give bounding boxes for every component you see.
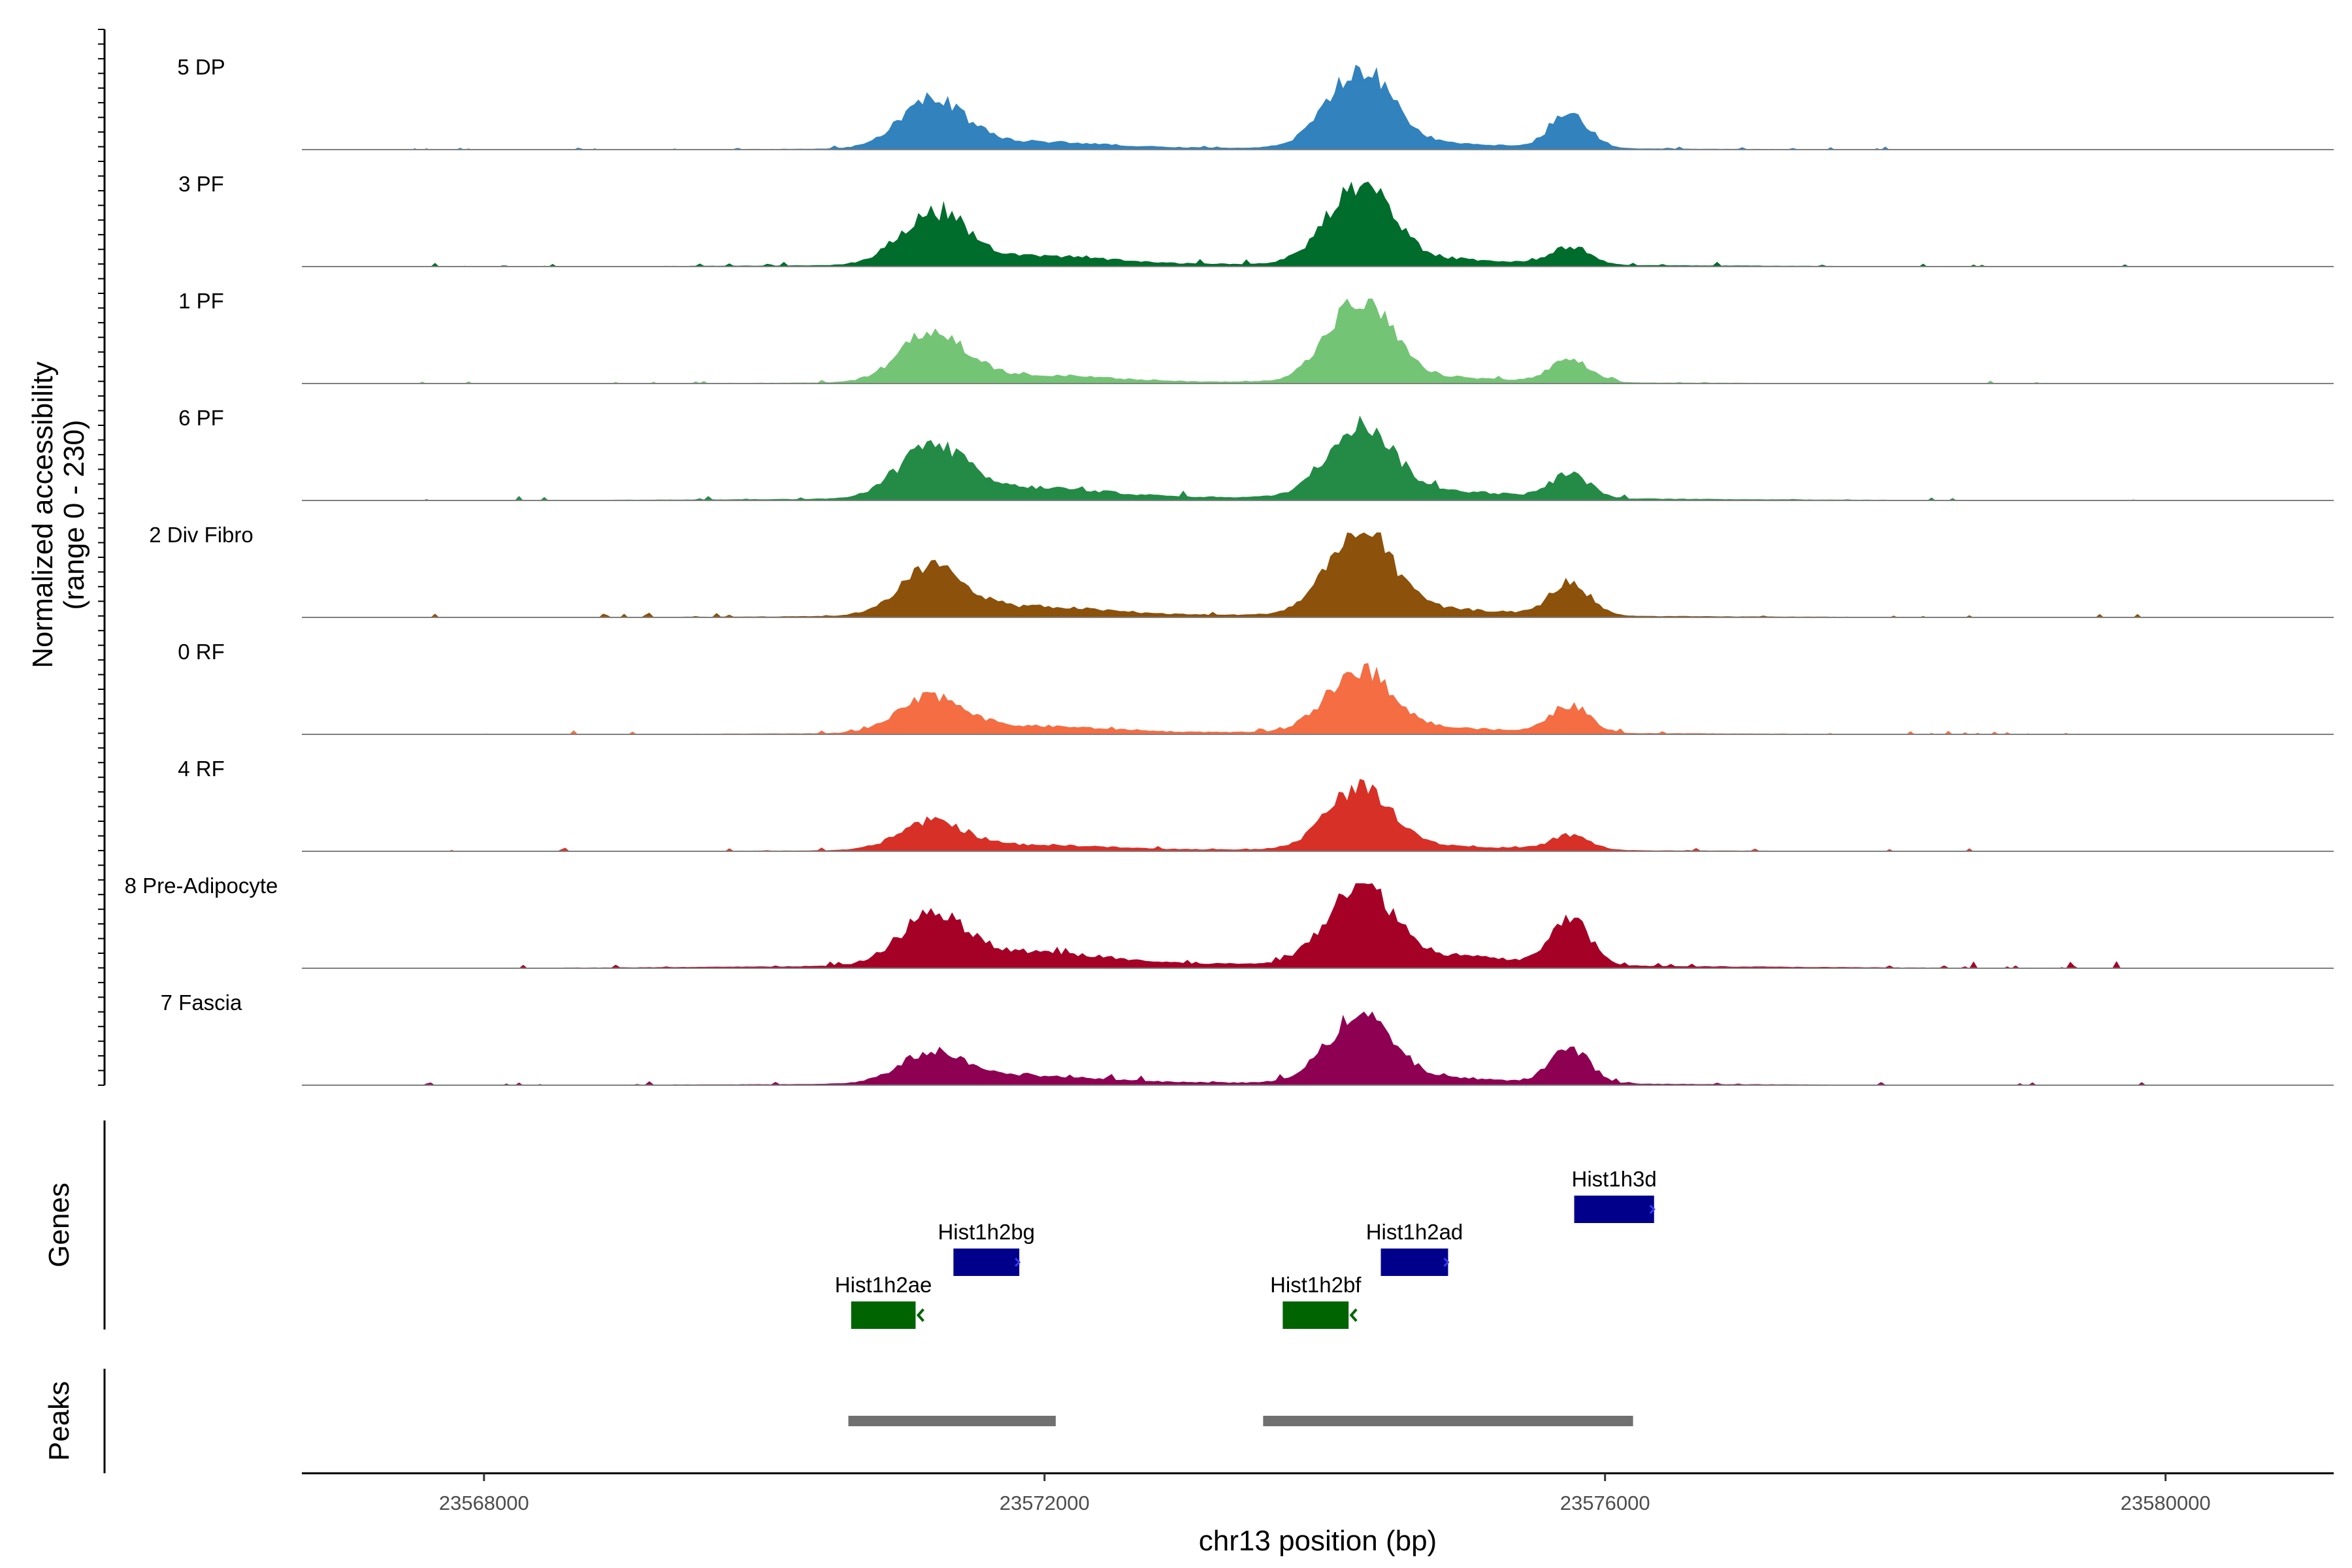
genes-track-title: Genes: [43, 1183, 75, 1267]
coverage-track: 8 Pre-Adipocyte: [125, 874, 2334, 969]
peaks-track-title: Peaks: [43, 1381, 75, 1461]
gene-label: Hist1h2ae: [835, 1273, 932, 1297]
coverage-track: 7 Fascia: [161, 990, 2334, 1086]
coverage-area: [414, 65, 2163, 150]
track-label: 1 PF: [178, 289, 224, 313]
track-label: 7 Fascia: [161, 990, 242, 1015]
gene-annotation-track: Genes Hist1h2ae Hist1h2bg Hist1h2bf Hist1h2a…: [43, 1120, 1657, 1330]
gene-label: Hist1h2ad: [1366, 1220, 1463, 1244]
x-tick-label: 23572000: [1000, 1492, 1090, 1514]
coverage-area: [414, 299, 2163, 384]
coverage-track: 1 PF: [178, 289, 2334, 384]
x-tick-label: 23576000: [1560, 1492, 1650, 1514]
gene-label: Hist1h3d: [1572, 1167, 1657, 1191]
gene-body: [1380, 1249, 1448, 1276]
gene-feature: Hist1h2ae: [835, 1273, 932, 1329]
accessibility-y-axis: Normalized accessibility (range 0 - 230): [27, 29, 106, 1086]
track-label: 8 Pre-Adipocyte: [125, 874, 278, 898]
coverage-area: [414, 532, 2163, 617]
track-label: 4 RF: [178, 757, 225, 781]
strand-arrow: [916, 1308, 924, 1322]
coverage-track: 4 RF: [178, 757, 2334, 852]
peak-region: [1263, 1416, 1633, 1426]
peak-track: Peaks: [43, 1369, 1633, 1473]
gene-label: Hist1h2bf: [1270, 1273, 1362, 1297]
strand-arrow: [1443, 1257, 1450, 1267]
coverage-track: 5 DP: [177, 55, 2334, 150]
coverage-area: [414, 182, 2163, 267]
gene-body: [953, 1249, 1020, 1276]
gene-feature: Hist1h3d: [1572, 1167, 1657, 1223]
gene-body: [1282, 1301, 1349, 1329]
coverage-tracks: 5 DP 3 PF 1 PF 6 PF 2 Div Fibro 0 RF 4 RF 8 Pre…: [125, 55, 2334, 1086]
peak-region: [848, 1416, 1056, 1426]
gene-body: [1574, 1196, 1654, 1223]
strand-arrow: [1015, 1257, 1021, 1267]
coverage-track: 0 RF: [178, 640, 2334, 735]
gene-feature: Hist1h2ad: [1366, 1220, 1463, 1276]
coverage-area: [414, 779, 2163, 851]
coverage-track: 3 PF: [178, 172, 2334, 267]
x-tick-label: 23568000: [439, 1492, 529, 1514]
gene-feature: Hist1h2bf: [1270, 1273, 1362, 1329]
coverage-track: 2 Div Fibro: [149, 523, 2334, 618]
strand-arrow: [1649, 1204, 1656, 1215]
x-axis-title: chr13 position (bp): [1199, 1525, 1437, 1557]
coverage-area: [414, 1011, 2163, 1085]
y-axis-range: (range 0 - 230): [58, 419, 90, 610]
x-tick-label: 23580000: [2121, 1492, 2211, 1514]
coverage-area: [414, 416, 2163, 500]
gene-label: Hist1h2bg: [938, 1220, 1035, 1244]
track-label: 5 DP: [177, 55, 225, 79]
genomic-x-axis: 23568000 23572000 23576000 23580000 chr13 po…: [302, 1472, 2334, 1557]
track-label: 2 Div Fibro: [149, 523, 253, 547]
coverage-area: [414, 883, 2163, 968]
track-label: 6 PF: [178, 406, 224, 430]
gene-feature: Hist1h2bg: [938, 1220, 1035, 1276]
coverage-track: 6 PF: [178, 406, 2334, 501]
track-label: 3 PF: [178, 172, 224, 196]
y-axis-title: Normalized accessibility: [27, 361, 59, 668]
coverage-area: [414, 662, 2163, 734]
gene-body: [851, 1301, 916, 1329]
strand-arrow: [1349, 1308, 1358, 1322]
track-label: 0 RF: [178, 640, 225, 664]
